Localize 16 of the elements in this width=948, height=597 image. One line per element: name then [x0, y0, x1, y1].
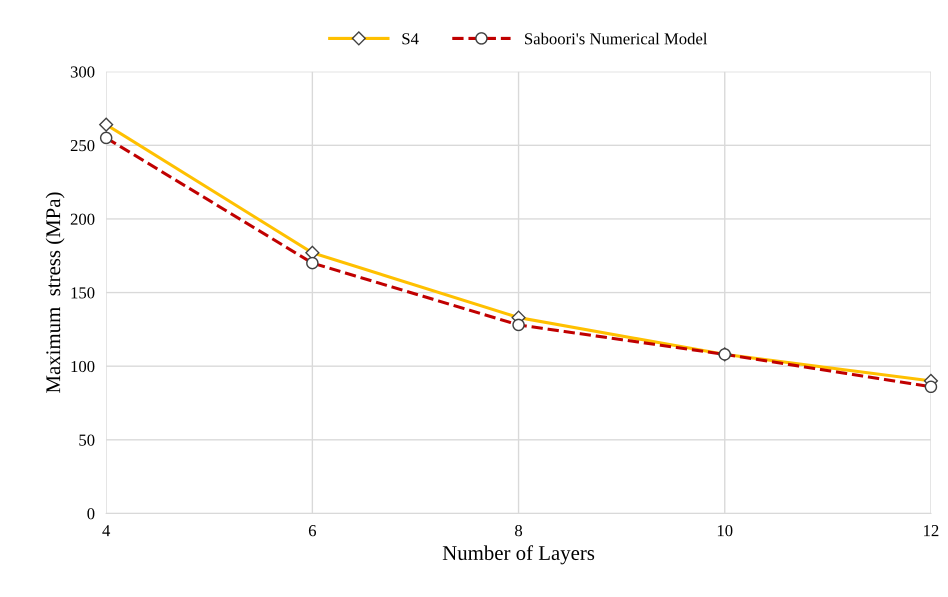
y-tick-label: 0 — [87, 508, 94, 520]
y-tick-label: 50 — [79, 434, 94, 446]
x-tick-label: 6 — [308, 525, 316, 536]
y-tick-label: 300 — [70, 66, 94, 78]
x-tick-label: 10 — [718, 525, 732, 536]
x-tick-label: 4 — [102, 525, 110, 536]
legend-label: S4 — [402, 33, 419, 44]
x-tick-label: 12 — [924, 525, 938, 536]
legend-label: Saboori's Numerical Model — [525, 32, 708, 44]
y-tick-label: 200 — [70, 214, 94, 225]
y-tick-label: 150 — [72, 287, 94, 298]
x-axis-title: Number of Layers — [442, 545, 594, 564]
x-tick-label: 8 — [515, 525, 522, 536]
y-tick-label: 100 — [72, 360, 94, 372]
y-tick-label: 250 — [70, 140, 94, 152]
y-axis-title: Maximum stress (MPa) — [46, 192, 65, 393]
